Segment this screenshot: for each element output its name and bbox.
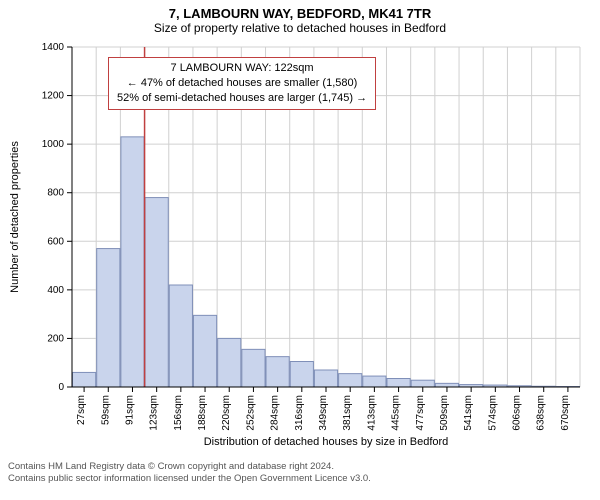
annotation-line-2: ← 47% of detached houses are smaller (1,… — [117, 76, 367, 91]
svg-text:477sqm: 477sqm — [415, 395, 426, 431]
svg-text:200: 200 — [47, 333, 64, 344]
page-title: 7, LAMBOURN WAY, BEDFORD, MK41 7TR — [0, 0, 600, 21]
svg-text:156sqm: 156sqm — [173, 395, 184, 431]
svg-text:509sqm: 509sqm — [439, 395, 450, 431]
svg-text:541sqm: 541sqm — [463, 395, 474, 431]
svg-text:349sqm: 349sqm — [318, 395, 329, 431]
annotation-box: 7 LAMBOURN WAY: 122sqm ← 47% of detached… — [108, 57, 376, 110]
svg-text:27sqm: 27sqm — [76, 395, 87, 425]
svg-text:59sqm: 59sqm — [100, 395, 111, 425]
svg-text:400: 400 — [47, 285, 64, 296]
svg-text:638sqm: 638sqm — [536, 395, 547, 431]
svg-text:1200: 1200 — [42, 91, 65, 102]
footer: Contains HM Land Registry data © Crown c… — [0, 457, 600, 486]
svg-text:800: 800 — [47, 188, 64, 199]
svg-text:Distribution of detached house: Distribution of detached houses by size … — [204, 436, 449, 448]
svg-text:220sqm: 220sqm — [221, 395, 232, 431]
svg-text:413sqm: 413sqm — [366, 395, 377, 431]
annotation-line-1: 7 LAMBOURN WAY: 122sqm — [117, 61, 367, 76]
svg-text:600: 600 — [47, 236, 64, 247]
svg-text:316sqm: 316sqm — [294, 395, 305, 431]
svg-text:252sqm: 252sqm — [245, 395, 256, 431]
svg-text:445sqm: 445sqm — [391, 395, 402, 431]
annotation-line-3: 52% of semi-detached houses are larger (… — [117, 91, 367, 106]
svg-text:381sqm: 381sqm — [342, 395, 353, 431]
svg-text:574sqm: 574sqm — [487, 395, 498, 431]
footer-line-2: Contains public sector information licen… — [8, 473, 592, 485]
page-subtitle: Size of property relative to detached ho… — [0, 21, 600, 37]
svg-text:606sqm: 606sqm — [512, 395, 523, 431]
svg-text:0: 0 — [58, 382, 64, 393]
svg-text:91sqm: 91sqm — [124, 395, 135, 425]
svg-text:123sqm: 123sqm — [149, 395, 160, 431]
svg-text:670sqm: 670sqm — [560, 395, 571, 431]
svg-text:284sqm: 284sqm — [270, 395, 281, 431]
footer-line-1: Contains HM Land Registry data © Crown c… — [8, 461, 592, 473]
svg-text:188sqm: 188sqm — [197, 395, 208, 431]
svg-text:Number of detached properties: Number of detached properties — [9, 141, 21, 293]
chart-container: 0 200 400 600 800 1000 1200 1400 27sqm 59sqm 91sqm… — [0, 37, 600, 457]
svg-text:1400: 1400 — [42, 42, 65, 53]
svg-text:1000: 1000 — [42, 139, 65, 150]
